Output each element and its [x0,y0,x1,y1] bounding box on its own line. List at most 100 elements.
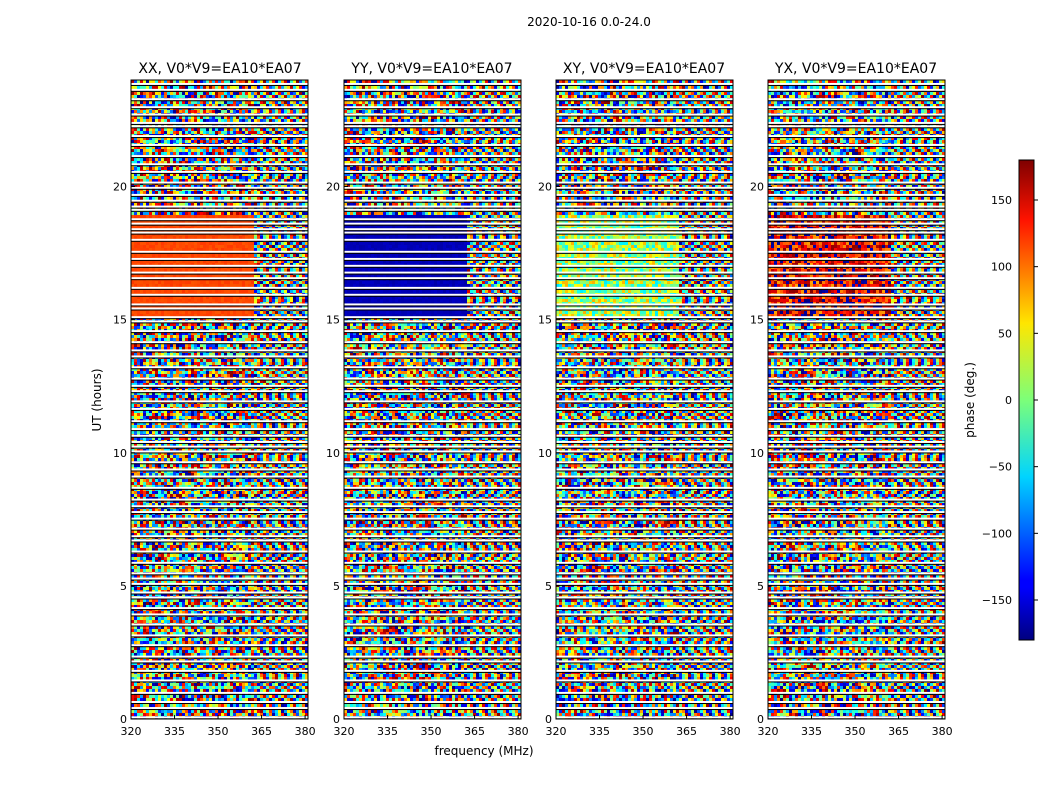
heatmap-cell [194,131,197,134]
heatmap-cell [272,158,275,161]
heatmap-cell [143,275,146,278]
heatmap-cell [146,236,149,239]
heatmap-cell [203,263,206,266]
heatmap-cell [224,92,227,95]
heatmap-cell [197,149,200,152]
heatmap-cell [197,95,200,98]
heatmap-cell [158,236,161,239]
heatmap-cell [167,140,170,143]
heatmap-cell [188,311,191,314]
heatmap-cell [233,131,236,134]
heatmap-cell [152,284,155,287]
heatmap-cell [302,284,305,287]
heatmap-cell [203,149,206,152]
heatmap-cell [260,104,263,107]
heatmap-cell [167,311,170,314]
heatmap-cell [194,197,197,200]
heatmap-cell [221,149,224,152]
heatmap-cell [233,284,236,287]
heatmap-cell [263,146,266,149]
heatmap-cell [284,110,287,113]
heatmap-cell [284,221,287,224]
heatmap-cell [167,263,170,266]
heatmap-cell [299,80,302,83]
heatmap-cell [203,119,206,122]
heatmap-cell [152,263,155,266]
heatmap-cell [149,245,152,248]
heatmap-cell [272,104,275,107]
heatmap-cell [242,131,245,134]
heatmap-cell [182,86,185,89]
heatmap-cell [161,131,164,134]
heatmap-cell [161,191,164,194]
heatmap-cell [242,110,245,113]
heatmap-cell [182,242,185,245]
heatmap-cell [230,326,233,329]
heatmap-cell [185,140,188,143]
heatmap-cell [140,281,143,284]
heatmap-cell [161,116,164,119]
heatmap-cell [242,161,245,164]
heatmap-cell [170,92,173,95]
heatmap-cell [272,191,275,194]
heatmap-cell [284,260,287,263]
heatmap-cell [284,161,287,164]
heatmap-cell [296,197,299,200]
heatmap-cell [233,215,236,218]
heatmap-cell [287,191,290,194]
heatmap-cell [236,281,239,284]
heatmap-cell [188,284,191,287]
heatmap-cell [158,212,161,215]
heatmap-cell [242,86,245,89]
heatmap-cell [194,281,197,284]
heatmap-cell [143,212,146,215]
heatmap-cell [143,236,146,239]
heatmap-cell [254,179,257,182]
heatmap-cell [218,326,221,329]
heatmap-cell [206,92,209,95]
heatmap-cell [302,149,305,152]
heatmap-cell [302,80,305,83]
heatmap-cell [299,242,302,245]
heatmap-cell [134,185,137,188]
heatmap-cell [134,215,137,218]
heatmap-cell [194,299,197,302]
heatmap-cell [299,230,302,233]
heatmap-cell [299,137,302,140]
heatmap-cell [137,275,140,278]
heatmap-cell [131,119,134,122]
heatmap-cell [233,197,236,200]
heatmap-cell [200,140,203,143]
heatmap-cell [140,128,143,131]
heatmap-cell [188,254,191,257]
heatmap-cell [212,104,215,107]
heatmap-cell [296,281,299,284]
heatmap-cell [230,281,233,284]
heatmap-cell [146,203,149,206]
heatmap-cell [197,92,200,95]
heatmap-cell [179,248,182,251]
heatmap-cell [242,137,245,140]
heatmap-cell [149,92,152,95]
heatmap-cell [305,263,308,266]
heatmap-cell [293,119,296,122]
heatmap-cell [266,149,269,152]
heatmap-cell [212,95,215,98]
heatmap-cell [173,245,176,248]
heatmap-cell [236,242,239,245]
heatmap-cell [239,311,242,314]
heatmap-cell [227,248,230,251]
heatmap-cell [245,128,248,131]
heatmap-cell [284,191,287,194]
heatmap-cell [251,284,254,287]
heatmap-cell [185,116,188,119]
heatmap-cell [146,128,149,131]
heatmap-cell [269,104,272,107]
heatmap-cell [137,110,140,113]
heatmap-cell [230,191,233,194]
heatmap-cell [146,176,149,179]
heatmap-cell [152,161,155,164]
heatmap-cell [176,176,179,179]
heatmap-cell [242,80,245,83]
heatmap-cell [155,323,158,326]
